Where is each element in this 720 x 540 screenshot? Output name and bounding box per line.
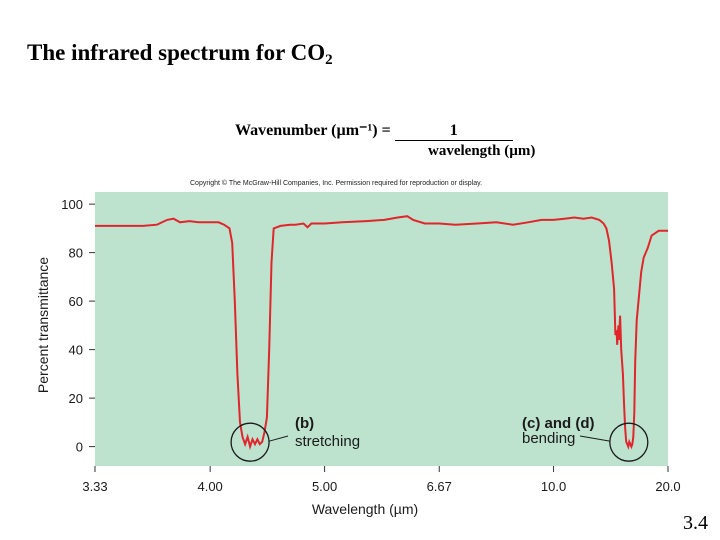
x-tick-label: 4.00 xyxy=(197,479,222,494)
slide-title-subscript: 2 xyxy=(325,52,333,68)
annotations: (b)stretching (c) and (d)bending xyxy=(230,415,649,462)
bending-circle xyxy=(609,422,649,462)
bending-label-bold: (c) and (d) xyxy=(522,415,595,432)
formula-denominator: wavelength (µm) xyxy=(428,143,536,159)
bending-leader-line xyxy=(579,435,610,442)
y-axis-label: Percent transmittance xyxy=(35,257,51,393)
slide-title-text: The infrared spectrum for CO xyxy=(27,40,326,65)
x-tick-label: 20.0 xyxy=(655,479,680,494)
stretching-label-bold: (b) xyxy=(295,415,314,432)
y-tick-label: 60 xyxy=(69,294,83,309)
stretching-circle xyxy=(230,422,270,462)
axis-ticks: 3.33 4.00 5.00 6.67 10.0 20.0 0 20 40 60 80 100 xyxy=(61,197,680,494)
y-tick-label: 40 xyxy=(69,343,83,358)
stretching-label: stretching xyxy=(295,433,360,450)
copyright-notice: Copyright © The McGraw-Hill Companies, I… xyxy=(190,179,482,187)
x-axis-label: Wavelength (µm) xyxy=(312,501,418,517)
bending-label: bending xyxy=(522,430,575,447)
formula-numerator: 1 xyxy=(394,122,513,141)
wavenumber-formula: Wavenumber (µm⁻¹) = 1 xyxy=(235,120,513,141)
y-tick-label: 100 xyxy=(61,197,83,212)
transmittance-trace xyxy=(95,215,668,451)
formula-lhs: Wavenumber (µm⁻¹) = xyxy=(235,122,395,139)
plot-area xyxy=(95,192,668,466)
slide-title: The infrared spectrum for CO2 xyxy=(27,40,333,69)
page-number: 3.4 xyxy=(683,512,708,534)
x-tick-label: 3.33 xyxy=(82,479,107,494)
y-tick-label: 20 xyxy=(69,391,83,406)
y-tick-label: 0 xyxy=(76,440,83,455)
stretching-leader-line xyxy=(268,435,289,442)
y-tick-label: 80 xyxy=(69,246,83,261)
x-tick-label: 5.00 xyxy=(312,479,337,494)
x-tick-label: 6.67 xyxy=(427,479,452,494)
x-tick-label: 10.0 xyxy=(541,479,566,494)
